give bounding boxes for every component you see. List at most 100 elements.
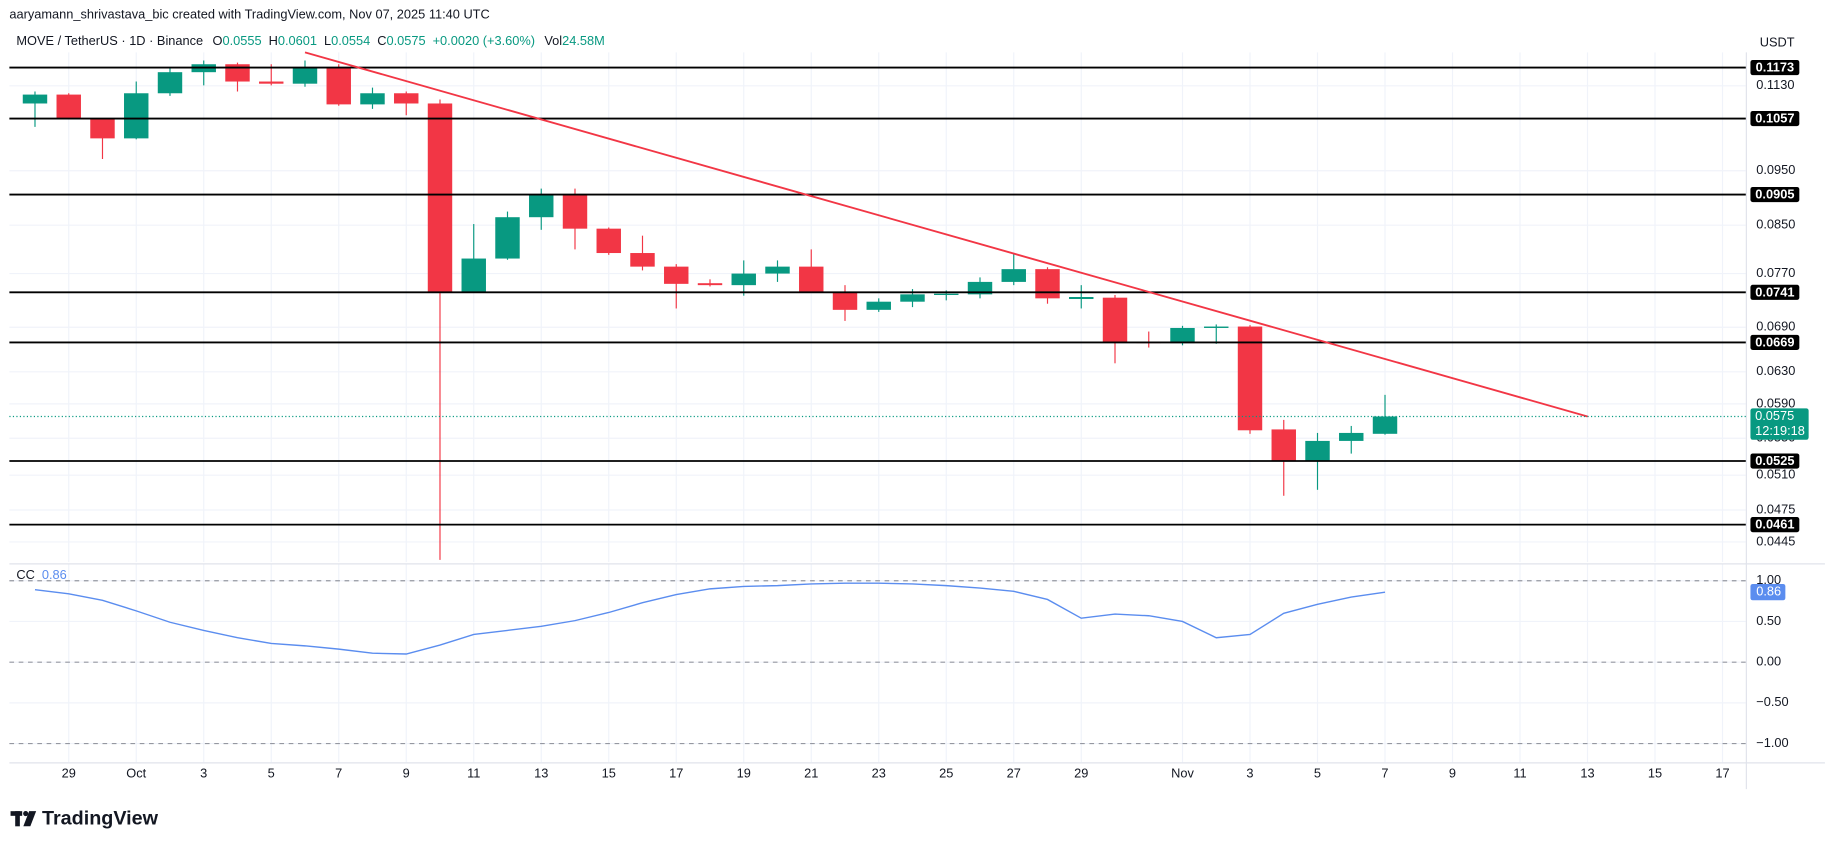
level-label-box	[1750, 453, 1800, 469]
x-tick-label: 5	[1314, 765, 1321, 780]
x-tick-label: 17	[1715, 765, 1729, 780]
x-tick-label: 27	[1007, 765, 1021, 780]
legend: MOVE / TetherUS · 1D · Binance O0.0555 H0.…	[16, 33, 604, 48]
volume-label: Vol	[544, 33, 562, 48]
logo-part	[23, 811, 37, 827]
level-label: 0.0525	[1755, 453, 1794, 468]
x-tick-label: 19	[737, 765, 751, 780]
candle-body	[394, 93, 419, 104]
volume: 24.58M	[562, 33, 605, 48]
candle-body	[934, 293, 959, 296]
candle-body	[1001, 269, 1026, 282]
candle-body	[495, 217, 520, 259]
level-label-box	[1750, 517, 1800, 533]
x-tick-label: 29	[1074, 765, 1088, 780]
candle-body	[1305, 440, 1330, 462]
logo-part	[23, 810, 29, 817]
candle-body	[427, 103, 453, 293]
x-tick-label: 13	[534, 765, 548, 780]
level-label-box	[1750, 334, 1800, 350]
candle-body	[157, 72, 183, 94]
candle-body	[1372, 416, 1398, 434]
x-tick-label: 29	[62, 765, 76, 780]
currency: USDT	[1760, 34, 1795, 49]
indicator-value: 0.86	[42, 567, 67, 582]
level-label: 0.0669	[1755, 334, 1794, 349]
y-tick-label: 0.50	[1756, 613, 1781, 628]
candle-body	[360, 93, 385, 105]
candle-body	[259, 81, 284, 84]
candle-body	[1339, 432, 1364, 441]
y-tick-label: 0.0770	[1756, 265, 1795, 280]
x-tick-label: 3	[1246, 765, 1253, 780]
logo-part	[15, 811, 20, 827]
level-label-box	[1750, 60, 1800, 76]
candle-body	[1035, 269, 1060, 299]
high-value: 0.0601	[278, 33, 317, 48]
x-tick-label: 9	[1449, 765, 1456, 780]
candle-body	[529, 194, 554, 218]
countdown: 12:19:18	[1755, 423, 1805, 438]
symbol: MOVE / TetherUS · 1D · Binance	[16, 33, 203, 48]
y-tick-label: 0.0630	[1756, 363, 1795, 378]
ohlc-label: L	[324, 33, 331, 48]
ohlc-label: H	[269, 33, 278, 48]
y-tick-label: 0.0850	[1756, 217, 1795, 232]
close-value: 0.0575	[386, 33, 425, 48]
x-tick-label: 5	[268, 765, 275, 780]
candle-body	[1204, 326, 1229, 328]
candle-body	[1271, 429, 1296, 462]
level-label-box	[1750, 110, 1800, 127]
overlay: 29 Oct 3 5 7 9 11 13 15 17 19 21 23 25 27 29 Nov 3 5 7 9 11 13…	[9, 51, 1809, 780]
candle-body	[225, 64, 250, 82]
low-value: 0.0554	[331, 33, 370, 48]
candle-body	[1102, 297, 1128, 342]
x-tick-label: 21	[804, 765, 818, 780]
candle-body	[630, 253, 655, 267]
open-value: 0.0555	[222, 33, 261, 48]
x-tick-label: 13	[1580, 765, 1594, 780]
candle-body	[731, 273, 756, 286]
candle-body	[866, 301, 891, 310]
y-tick-label: 0.0590	[1756, 395, 1795, 410]
candle-body	[562, 194, 588, 229]
x-tick-label: Nov	[1171, 765, 1194, 780]
y-tick-label: 1.00	[1756, 572, 1781, 587]
ohlc-label: O	[212, 33, 222, 48]
y-tick-label: −1.00	[1756, 735, 1788, 750]
price-label: 0.0575	[1755, 408, 1794, 423]
price-label-box	[1750, 408, 1809, 440]
candle-body	[832, 292, 858, 310]
trendline	[304, 51, 1588, 418]
level-label: 0.0461	[1755, 517, 1794, 532]
candle-body	[56, 94, 81, 119]
x-tick-label: 11	[467, 765, 480, 780]
indicator-label: 0.86	[1756, 584, 1781, 599]
indicator-line	[34, 582, 1386, 655]
candle-body	[461, 258, 486, 293]
level-label: 0.1173	[1756, 60, 1794, 75]
y-tick-label: 0.0475	[1756, 501, 1795, 516]
candle-body	[697, 283, 723, 286]
y-tick-label: −0.50	[1756, 694, 1788, 709]
level-label: 0.1057	[1755, 110, 1794, 125]
candle-body	[664, 266, 689, 284]
y-tick-label: 0.0950	[1756, 162, 1795, 177]
candle-body	[1069, 297, 1094, 300]
y-tick-label: 0.0445	[1756, 533, 1795, 548]
candle-body	[900, 294, 925, 302]
brand: TradingView	[42, 808, 159, 830]
x-tick-label: 3	[200, 765, 207, 780]
change: +0.0020 (+3.60%)	[433, 33, 535, 48]
candle-body	[292, 67, 318, 84]
logo	[10, 810, 37, 827]
y-tick-label: 0.00	[1756, 654, 1781, 669]
x-tick-label: 15	[1648, 765, 1662, 780]
candle-body	[90, 118, 115, 139]
indicator-label-box	[1750, 583, 1786, 601]
level-label: 0.0741	[1755, 284, 1794, 299]
x-tick-label: Oct	[126, 765, 146, 780]
candle-body	[596, 228, 621, 254]
